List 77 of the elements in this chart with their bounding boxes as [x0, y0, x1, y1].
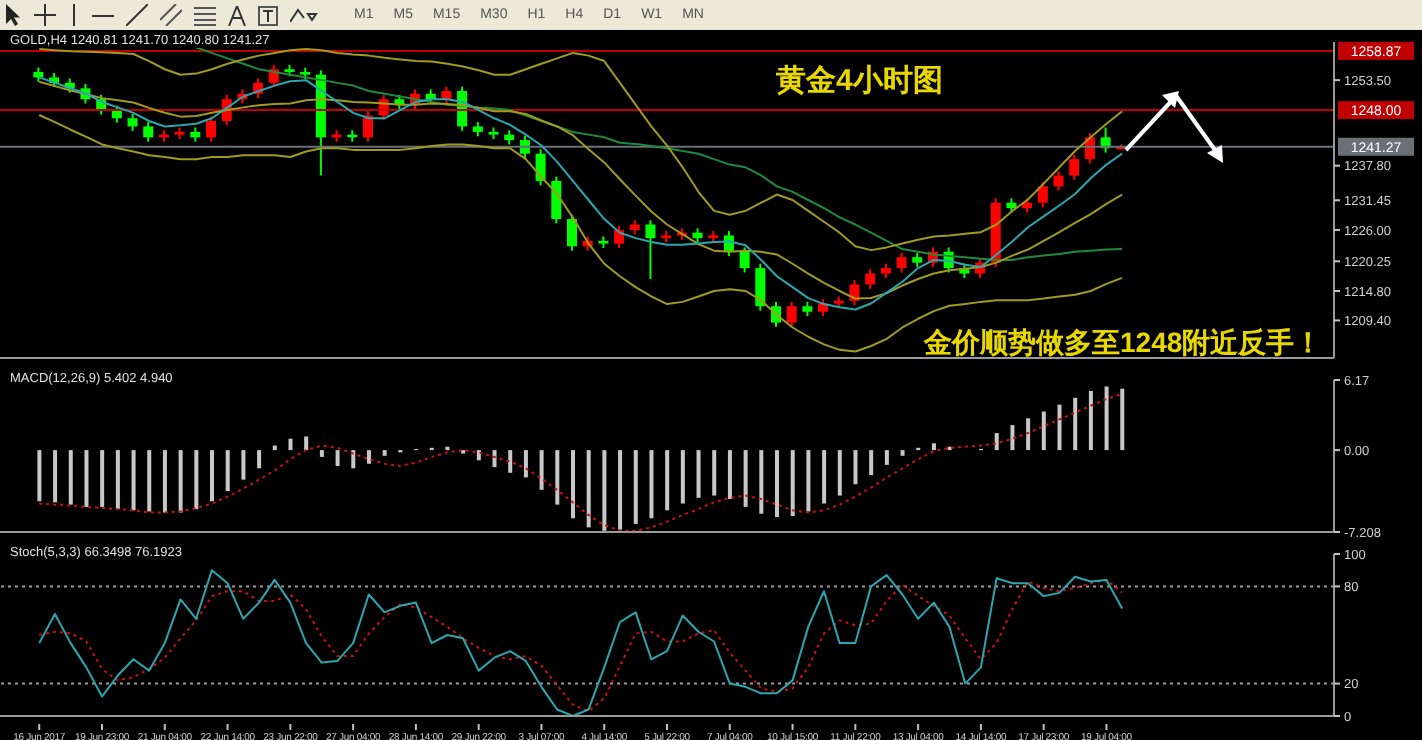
bar [162, 450, 167, 513]
candlestick [551, 175, 562, 225]
candlestick [755, 262, 766, 312]
bar [884, 450, 889, 465]
bar [586, 450, 591, 528]
candlestick [739, 246, 750, 274]
bar [806, 450, 811, 512]
bar [508, 450, 513, 473]
bar [931, 443, 936, 451]
bar [257, 450, 262, 469]
bar [366, 450, 371, 464]
bar [194, 450, 199, 510]
bar [1010, 425, 1015, 451]
bar [602, 450, 607, 531]
bar [712, 450, 717, 496]
bar [84, 450, 89, 507]
bar [304, 436, 309, 451]
bar [853, 450, 858, 485]
candlestick [849, 279, 860, 307]
bar [351, 450, 356, 469]
candlestick [786, 300, 797, 328]
bar [1057, 404, 1062, 451]
bar [618, 450, 623, 530]
bar [37, 450, 42, 502]
bar [680, 450, 685, 504]
bar [1104, 386, 1109, 451]
bar [225, 450, 230, 492]
bar [822, 450, 827, 504]
bar [869, 450, 874, 476]
bar [1041, 411, 1046, 451]
bar [131, 450, 136, 511]
bar [115, 450, 120, 510]
text: 黄金4小时图 [776, 62, 943, 100]
bar [1088, 391, 1093, 451]
bar [53, 450, 58, 503]
line-series [38, 48, 1124, 252]
bar [382, 450, 387, 456]
bar [649, 450, 654, 519]
bar [100, 450, 105, 507]
bar [759, 450, 764, 514]
bar [900, 450, 905, 456]
bar [837, 450, 842, 496]
candlestick [865, 268, 876, 290]
bar [994, 433, 999, 451]
bar [570, 450, 575, 519]
candlestick [566, 213, 577, 252]
candlestick [1053, 170, 1064, 192]
bar [68, 450, 73, 505]
bar [147, 450, 152, 512]
bar [210, 450, 215, 502]
bar [1120, 388, 1125, 451]
bar [790, 450, 795, 516]
bar [319, 450, 324, 457]
bar [492, 450, 497, 468]
bar [241, 450, 246, 480]
annotation: 金价顺势做多至1248附近反手！ [924, 326, 1323, 362]
bar [1026, 418, 1031, 451]
line-series [38, 392, 1124, 532]
bar [633, 450, 638, 524]
candlestick [143, 121, 154, 143]
candlestick [1037, 181, 1048, 209]
bar [555, 450, 560, 505]
bar [696, 450, 701, 498]
candlestick [896, 251, 907, 274]
bar [727, 450, 732, 499]
bar [775, 450, 780, 518]
candlestick [645, 219, 656, 280]
bar [335, 450, 340, 467]
bar [1073, 397, 1078, 451]
bar [288, 438, 293, 451]
candlestick [1069, 153, 1080, 181]
candlestick [206, 115, 217, 143]
bar [539, 450, 544, 490]
bar [178, 450, 183, 513]
bar [743, 450, 748, 507]
bar [665, 450, 670, 511]
bar [523, 450, 528, 478]
